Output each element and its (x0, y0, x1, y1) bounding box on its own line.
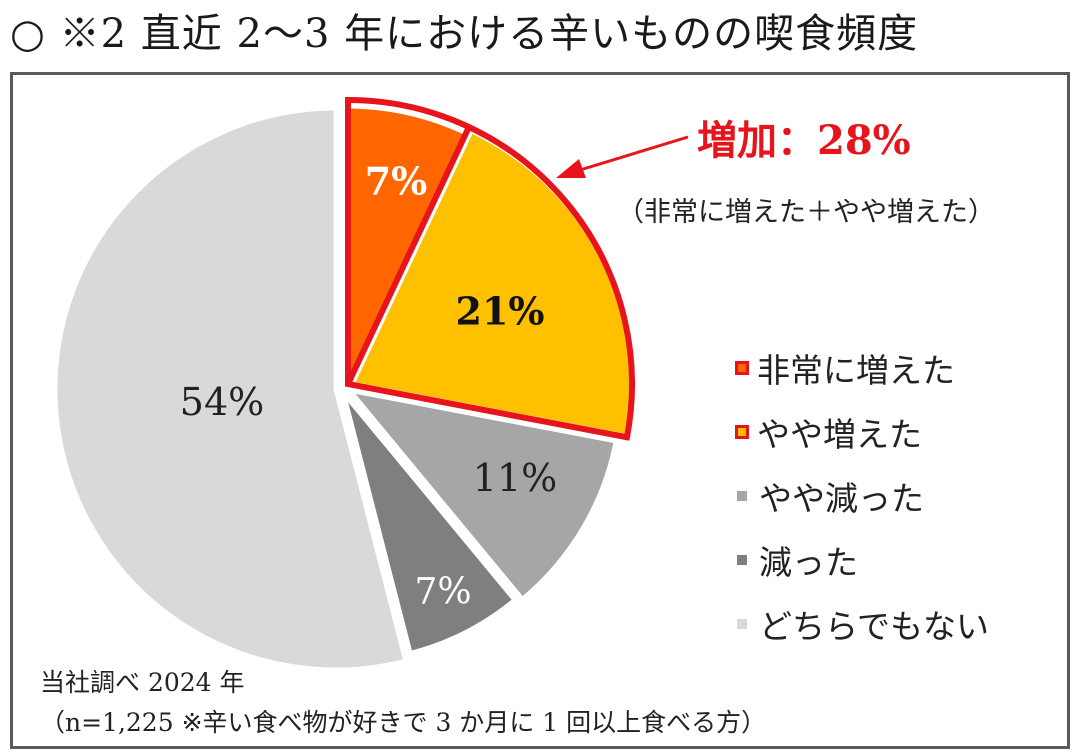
legend-swatch (735, 425, 749, 439)
legend-label: 減った (759, 543, 858, 582)
increase-outline (345, 96, 635, 441)
legend-swatch (737, 555, 747, 565)
pie-slice-s4 (340, 390, 519, 657)
slice-label-s1: 7% (364, 158, 428, 204)
legend: 非常に増えた やや増えた やや減った 減った どちらでもない (735, 336, 989, 656)
increase-callout: 増加：28% (697, 117, 911, 164)
legend-swatch (737, 619, 747, 629)
legend-swatch (737, 491, 747, 501)
source-note: 当社調べ 2024 年 (40, 668, 245, 697)
pie-slice-s3 (342, 386, 620, 604)
legend-label: やや減った (759, 479, 924, 518)
legend-label: 非常に増えた (757, 351, 955, 390)
legend-item: 非常に増えた (735, 336, 989, 400)
chart-title: ○ ※2 直近 2～3 年における辛いものの喫食頻度 (10, 11, 919, 57)
slice-label-s3: 11% (472, 456, 558, 500)
sample-note: （n=1,225 ※辛い食べ物が好きで 3 か月に 1 回以上食べる方） (40, 708, 767, 737)
pie-slices (52, 96, 635, 673)
slice-label-s2: 21% (455, 288, 545, 334)
callout-arrow (556, 135, 689, 178)
legend-item: 減った (735, 528, 989, 592)
legend-item: やや増えた (735, 400, 989, 464)
legend-label: どちらでもない (759, 607, 990, 646)
slice-label-s5: 54% (179, 380, 265, 424)
slice-label-s4: 7% (414, 571, 472, 613)
increase-divider (345, 125, 472, 386)
pie-slice-s5 (52, 105, 409, 673)
legend-item: やや減った (735, 464, 989, 528)
legend-label: やや増えた (757, 415, 922, 454)
legend-item: どちらでもない (735, 592, 989, 656)
legend-swatch (735, 361, 749, 375)
increase-note: （非常に増えた＋やや増えた） (617, 197, 995, 228)
